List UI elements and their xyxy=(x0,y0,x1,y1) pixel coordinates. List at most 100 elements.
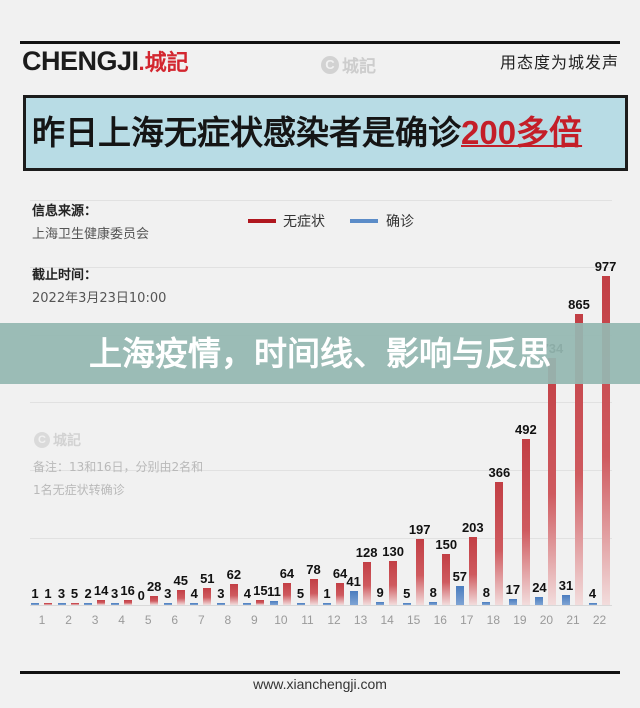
bar-asymptomatic xyxy=(123,600,132,605)
bar-confirmed xyxy=(376,602,385,605)
bar-value-label: 5 xyxy=(403,586,411,601)
bar-value-label: 15 xyxy=(253,583,268,598)
bar-value-label: 977 xyxy=(594,259,617,274)
legend-asymptomatic-swatch xyxy=(248,219,276,223)
watermark-secondary: C 城記 xyxy=(34,430,81,450)
x-tick-label: 8 xyxy=(224,613,232,627)
x-tick-label: 16 xyxy=(433,613,447,627)
bar-confirmed xyxy=(216,603,225,605)
bar-value-label: 3 xyxy=(111,586,119,601)
bar-confirmed xyxy=(349,591,358,605)
bar-confirmed xyxy=(455,586,464,605)
x-tick-label: 18 xyxy=(486,613,501,627)
bar-value-label: 4 xyxy=(243,586,251,601)
bar-asymptomatic xyxy=(176,590,185,605)
title-highlight: 200多倍 xyxy=(461,114,583,151)
bar-value-label: 1 xyxy=(44,586,52,601)
bar-value-label: 45 xyxy=(173,573,188,588)
logo-cn: .城記 xyxy=(138,50,189,75)
x-tick-label: 13 xyxy=(353,613,368,627)
deadline-label: 截止时间： xyxy=(32,268,98,283)
bar-asymptomatic xyxy=(415,539,424,605)
bar-asymptomatic xyxy=(309,579,318,605)
x-tick-label: 20 xyxy=(539,613,554,627)
bar-value-label: 4 xyxy=(190,586,198,601)
x-axis-baseline xyxy=(30,605,612,606)
gridline xyxy=(30,402,612,403)
bar-value-label: 130 xyxy=(382,544,404,559)
bar-confirmed xyxy=(429,602,438,605)
bar-confirmed xyxy=(323,603,332,605)
bar-value-label: 3 xyxy=(57,586,66,601)
bar-value-label: 3 xyxy=(217,586,225,601)
bar-asymptomatic xyxy=(229,584,238,605)
deadline-value: 2022年3月23日10:00 xyxy=(32,291,167,306)
x-tick-label: 2 xyxy=(65,613,72,627)
banner-text: 上海疫情，时间线、影响与反思 xyxy=(89,334,551,373)
bar-value-label: 62 xyxy=(226,567,242,582)
bar-asymptomatic xyxy=(150,596,159,605)
bar-value-label: 150 xyxy=(435,537,458,552)
watermark-text: 城記 xyxy=(53,433,81,449)
bar-asymptomatic xyxy=(70,603,79,605)
bar-confirmed xyxy=(482,602,491,605)
x-tick-label: 12 xyxy=(327,613,341,627)
logo-text: CHENGJI xyxy=(22,46,139,76)
bar-value-label: 5 xyxy=(70,586,79,601)
x-tick-label: 22 xyxy=(592,613,607,627)
bar-asymptomatic xyxy=(44,603,52,605)
bar-asymptomatic xyxy=(256,600,265,605)
watermark-text: 城記 xyxy=(342,57,376,77)
bar-value-label: 197 xyxy=(408,522,431,537)
bar-asymptomatic xyxy=(336,583,345,605)
bar-value-label: 28 xyxy=(146,579,162,594)
legend-confirmed-label: 确诊 xyxy=(386,214,414,230)
bar-asymptomatic xyxy=(442,554,451,605)
bar-value-label: 1 xyxy=(323,586,331,601)
bar-value-label: 4 xyxy=(588,586,597,601)
bar-asymptomatic xyxy=(282,583,291,605)
bar-value-label: 51 xyxy=(200,571,215,586)
watermark: C 城記 xyxy=(321,52,376,77)
bar-value-label: 17 xyxy=(505,582,521,597)
bar-value-label: 11 xyxy=(267,584,281,599)
bar-value-label: 41 xyxy=(346,574,361,589)
source-label: 信息来源： xyxy=(32,204,98,219)
bottom-rule xyxy=(20,671,620,674)
bar-confirmed xyxy=(269,601,278,605)
x-tick-label: 4 xyxy=(118,613,125,627)
bar-value-label: 0 xyxy=(137,588,145,603)
x-tick-label: 19 xyxy=(513,613,527,627)
legend-asymptomatic-label: 无症状 xyxy=(283,214,325,230)
bar-confirmed xyxy=(84,603,93,605)
x-tick-label: 7 xyxy=(197,613,205,627)
bar-value-label: 78 xyxy=(306,562,321,577)
bar-asymptomatic xyxy=(389,561,398,605)
x-tick-label: 21 xyxy=(566,613,580,627)
bar-asymptomatic xyxy=(495,482,504,605)
bar-confirmed xyxy=(31,603,39,605)
bar-value-label: 366 xyxy=(488,465,511,480)
bar-value-label: 8 xyxy=(429,585,437,600)
bar-confirmed xyxy=(296,603,305,605)
bar-confirmed xyxy=(508,599,517,605)
bar-value-label: 128 xyxy=(355,545,378,560)
source-value: 上海卫生健康委员会 xyxy=(32,227,150,242)
bar-confirmed xyxy=(243,603,252,605)
x-tick-label: 14 xyxy=(380,613,394,627)
bar-confirmed xyxy=(588,603,597,605)
page-title: 昨日上海无症状感染者是确诊200多倍 xyxy=(32,98,582,168)
top-rule xyxy=(20,41,620,44)
x-tick-label: 3 xyxy=(91,613,99,627)
bar-value-label: 64 xyxy=(279,566,295,581)
bar-asymptomatic xyxy=(468,537,477,605)
watermark-c-icon: C xyxy=(321,55,339,74)
gridline xyxy=(30,267,612,268)
x-tick-label: 17 xyxy=(460,613,474,627)
bar-confirmed xyxy=(110,603,119,605)
bar-value-label: 9 xyxy=(376,585,384,600)
x-tick-label: 6 xyxy=(171,613,179,627)
title-main: 昨日上海无症状感染者是确诊 xyxy=(32,113,461,152)
bar-value-label: 24 xyxy=(532,580,547,595)
